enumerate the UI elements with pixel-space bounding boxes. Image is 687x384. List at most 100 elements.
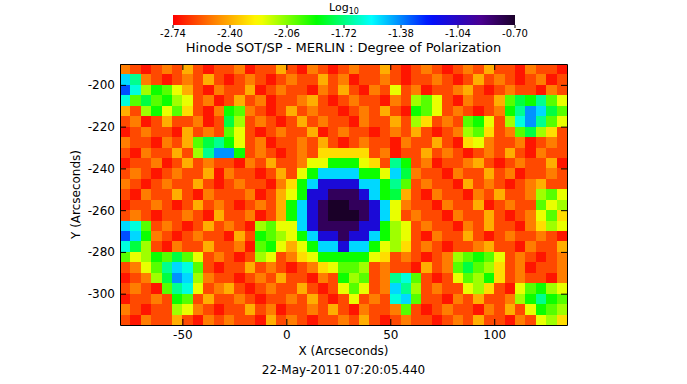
- heatmap-cell: [172, 106, 183, 117]
- heatmap-cell: [276, 148, 287, 159]
- heatmap-cell: [276, 85, 287, 96]
- heatmap-cell: [297, 74, 308, 85]
- heatmap-cell: [525, 116, 536, 127]
- heatmap-cell: [390, 241, 401, 252]
- heatmap-cell: [234, 210, 245, 221]
- heatmap-cell: [130, 231, 141, 242]
- heatmap-cell: [338, 74, 349, 85]
- heatmap-cell: [214, 210, 225, 221]
- heatmap-cell: [255, 273, 266, 284]
- heatmap-cell: [546, 262, 557, 273]
- heatmap-cell: [245, 241, 256, 252]
- heatmap-cell: [525, 158, 536, 169]
- heatmap-cell: [525, 148, 536, 159]
- heatmap-cell: [505, 241, 516, 252]
- heatmap-cell: [162, 74, 173, 85]
- heatmap-cell: [463, 262, 474, 273]
- heatmap-cell: [421, 168, 432, 179]
- heatmap-cell: [130, 116, 141, 127]
- heatmap-cell: [380, 283, 391, 294]
- x-axis: -50050100: [121, 319, 568, 342]
- heatmap-cell: [484, 74, 495, 85]
- heatmap-cell: [255, 95, 266, 106]
- heatmap-cell: [224, 304, 235, 315]
- heatmap-cell: [494, 168, 505, 179]
- heatmap-cell: [380, 116, 391, 127]
- heatmap-cell: [473, 241, 484, 252]
- heatmap-cell: [494, 74, 505, 85]
- heatmap-cell: [276, 168, 287, 179]
- heatmap-cell: [505, 189, 516, 200]
- heatmap-cell: [536, 189, 547, 200]
- tick: -240: [88, 162, 126, 176]
- heatmap-cell: [245, 252, 256, 263]
- heatmap-cell: [266, 252, 277, 263]
- heatmap-cell: [359, 252, 370, 263]
- heatmap-cell: [505, 283, 516, 294]
- heatmap-cell: [276, 116, 287, 127]
- heatmap-cell: [401, 85, 412, 96]
- heatmap-cell: [536, 148, 547, 159]
- heatmap-cell: [338, 95, 349, 106]
- heatmap-cell: [484, 148, 495, 159]
- heatmap-cell: [151, 64, 162, 75]
- heatmap-cell: [442, 158, 453, 169]
- heatmap-cell: [369, 158, 380, 169]
- heatmap-cell: [328, 273, 339, 284]
- heatmap-cell: [515, 137, 526, 148]
- heatmap-cell: [505, 158, 516, 169]
- heatmap-cell: [380, 241, 391, 252]
- heatmap-cell: [494, 231, 505, 242]
- heatmap-cell: [255, 241, 266, 252]
- heatmap-cell: [421, 273, 432, 284]
- heatmap-cell: [401, 273, 412, 284]
- heatmap-cell: [328, 158, 339, 169]
- tick-mark: [494, 319, 495, 325]
- heatmap-cell: [515, 241, 526, 252]
- heatmap-cell: [172, 95, 183, 106]
- heatmap-cell: [297, 221, 308, 232]
- heatmap-cell: [557, 283, 567, 294]
- heatmap-cell: [255, 262, 266, 273]
- heatmap-cell: [182, 304, 193, 315]
- heatmap-cell: [515, 179, 526, 190]
- tick-mark: [120, 85, 126, 86]
- heatmap-cell: [390, 294, 401, 305]
- heatmap-cell: [193, 252, 204, 263]
- heatmap-cell: [151, 210, 162, 221]
- heatmap-cell: [536, 304, 547, 315]
- heatmap-cell: [182, 283, 193, 294]
- heatmap-cell: [266, 179, 277, 190]
- heatmap-cell: [182, 231, 193, 242]
- heatmap-cell: [369, 231, 380, 242]
- tick-label: -50: [173, 328, 193, 342]
- tick-label: 0: [283, 328, 291, 342]
- heatmap-cell: [338, 294, 349, 305]
- heatmap-cell: [380, 200, 391, 211]
- heatmap-cell: [120, 189, 131, 200]
- colorbar-tick-label: -1.38: [388, 28, 414, 39]
- heatmap-cell: [401, 148, 412, 159]
- heatmap-cell: [141, 221, 152, 232]
- heatmap-cell: [515, 283, 526, 294]
- tick-label: -280: [88, 245, 115, 259]
- heatmap-cell: [234, 148, 245, 159]
- heatmap-cell: [432, 168, 443, 179]
- heatmap-cell: [411, 95, 422, 106]
- heatmap-cell: [349, 95, 360, 106]
- heatmap-cell: [286, 127, 297, 138]
- y-axis-right: [561, 65, 568, 326]
- heatmap-cell: [224, 148, 235, 159]
- heatmap-cell: [515, 262, 526, 273]
- heatmap-cell: [224, 294, 235, 305]
- heatmap-cell: [130, 106, 141, 117]
- heatmap-cell: [338, 200, 349, 211]
- heatmap-cell: [390, 127, 401, 138]
- heatmap-cell: [130, 283, 141, 294]
- heatmap-cell: [380, 127, 391, 138]
- heatmap-cell: [401, 294, 412, 305]
- heatmap-cell: [484, 210, 495, 221]
- heatmap-cell: [266, 231, 277, 242]
- heatmap-cell: [369, 200, 380, 211]
- heatmap-cell: [359, 64, 370, 75]
